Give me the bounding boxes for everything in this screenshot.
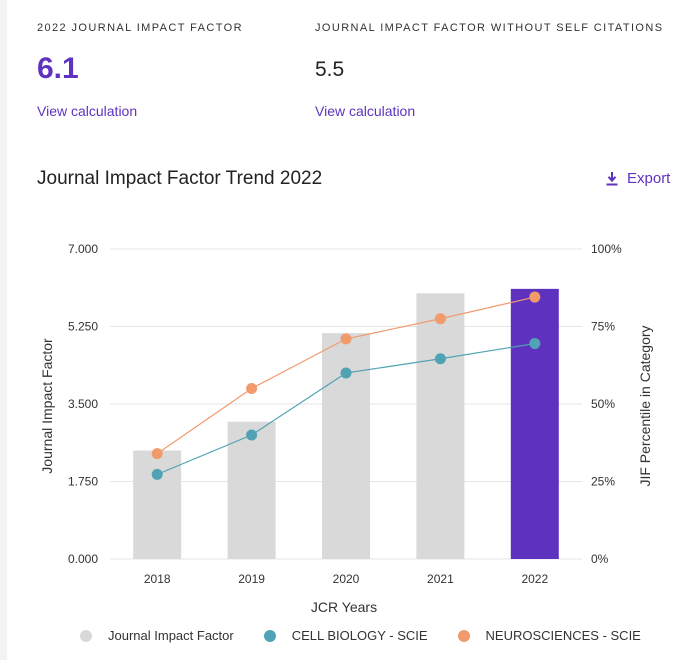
y-right-axis-label: JIF Percentile in Category — [637, 325, 653, 486]
chart-title: Journal Impact Factor Trend 2022 — [37, 168, 323, 189]
x-tick-label: 2022 — [521, 572, 548, 586]
cell-biology-point-2018 — [151, 468, 163, 480]
jif-no-self-value: 5.5 — [315, 58, 345, 81]
legend-item-jif[interactable]: Journal Impact Factor — [80, 628, 234, 643]
jif-view-calculation-link[interactable]: View calculation — [37, 103, 138, 119]
jif-no-self-view-calculation-link[interactable]: View calculation — [315, 103, 416, 119]
neurosciences-point-2021 — [434, 313, 446, 325]
bar-2019 — [227, 421, 276, 559]
bar-2018 — [133, 450, 182, 559]
x-tick-label: 2021 — [427, 572, 454, 586]
y-tick-label: 7.000 — [68, 242, 98, 256]
cell-biology-point-2020 — [340, 367, 352, 379]
legend-dot-neurosciences — [457, 629, 470, 642]
y-right-tick-label: 0% — [591, 552, 609, 566]
legend-item-cell-biology[interactable]: CELL BIOLOGY - SCIE — [263, 628, 428, 643]
bar-2020 — [322, 333, 370, 559]
cell-biology-point-2019 — [246, 429, 258, 441]
legend-dot-cell-biology — [263, 629, 276, 642]
legend-label-neurosciences: NEUROSCIENCES - SCIE — [485, 628, 641, 643]
jif-label: 2022 JOURNAL IMPACT FACTOR — [37, 22, 243, 34]
legend-dot-jif — [80, 629, 92, 642]
download-icon — [606, 171, 618, 185]
y-right-tick-label: 50% — [591, 397, 615, 411]
export-button[interactable]: Export — [606, 170, 670, 187]
y-right-tick-label: 75% — [591, 320, 615, 334]
jif-no-self-label: JOURNAL IMPACT FACTOR WITHOUT SELF CITAT… — [315, 22, 664, 34]
legend-label-jif: Journal Impact Factor — [108, 628, 234, 643]
cell-biology-point-2022 — [529, 338, 541, 350]
left-edge-panel — [0, 0, 7, 660]
neurosciences-point-2019 — [246, 383, 258, 394]
y-tick-label: 0.000 — [68, 552, 98, 566]
y-tick-label: 5.250 — [68, 320, 98, 334]
export-label: Export — [627, 170, 671, 187]
neurosciences-point-2020 — [340, 333, 352, 345]
y-axis-label: Journal Impact Factor — [39, 338, 55, 474]
y-tick-label: 3.500 — [68, 397, 98, 411]
bar-2021 — [416, 293, 465, 559]
cell-biology-point-2021 — [434, 353, 446, 365]
y-right-tick-label: 100% — [591, 242, 622, 256]
y-right-tick-label: 25% — [591, 475, 615, 489]
y-tick-label: 1.750 — [68, 475, 98, 489]
legend-label-cell-biology: CELL BIOLOGY - SCIE — [291, 628, 428, 643]
x-tick-label: 2019 — [238, 572, 265, 586]
x-tick-label: 2020 — [333, 572, 360, 586]
neurosciences-point-2022 — [529, 291, 541, 303]
bar-2022 — [510, 288, 559, 559]
chart-legend: Journal Impact Factor CELL BIOLOGY - SCI… — [80, 628, 671, 643]
x-tick-label: 2018 — [144, 572, 171, 586]
x-axis-label: JCR Years — [311, 599, 377, 615]
jif-value: 6.1 — [37, 52, 79, 85]
legend-item-neurosciences[interactable]: NEUROSCIENCES - SCIE — [457, 628, 641, 643]
neurosciences-point-2018 — [151, 448, 163, 460]
